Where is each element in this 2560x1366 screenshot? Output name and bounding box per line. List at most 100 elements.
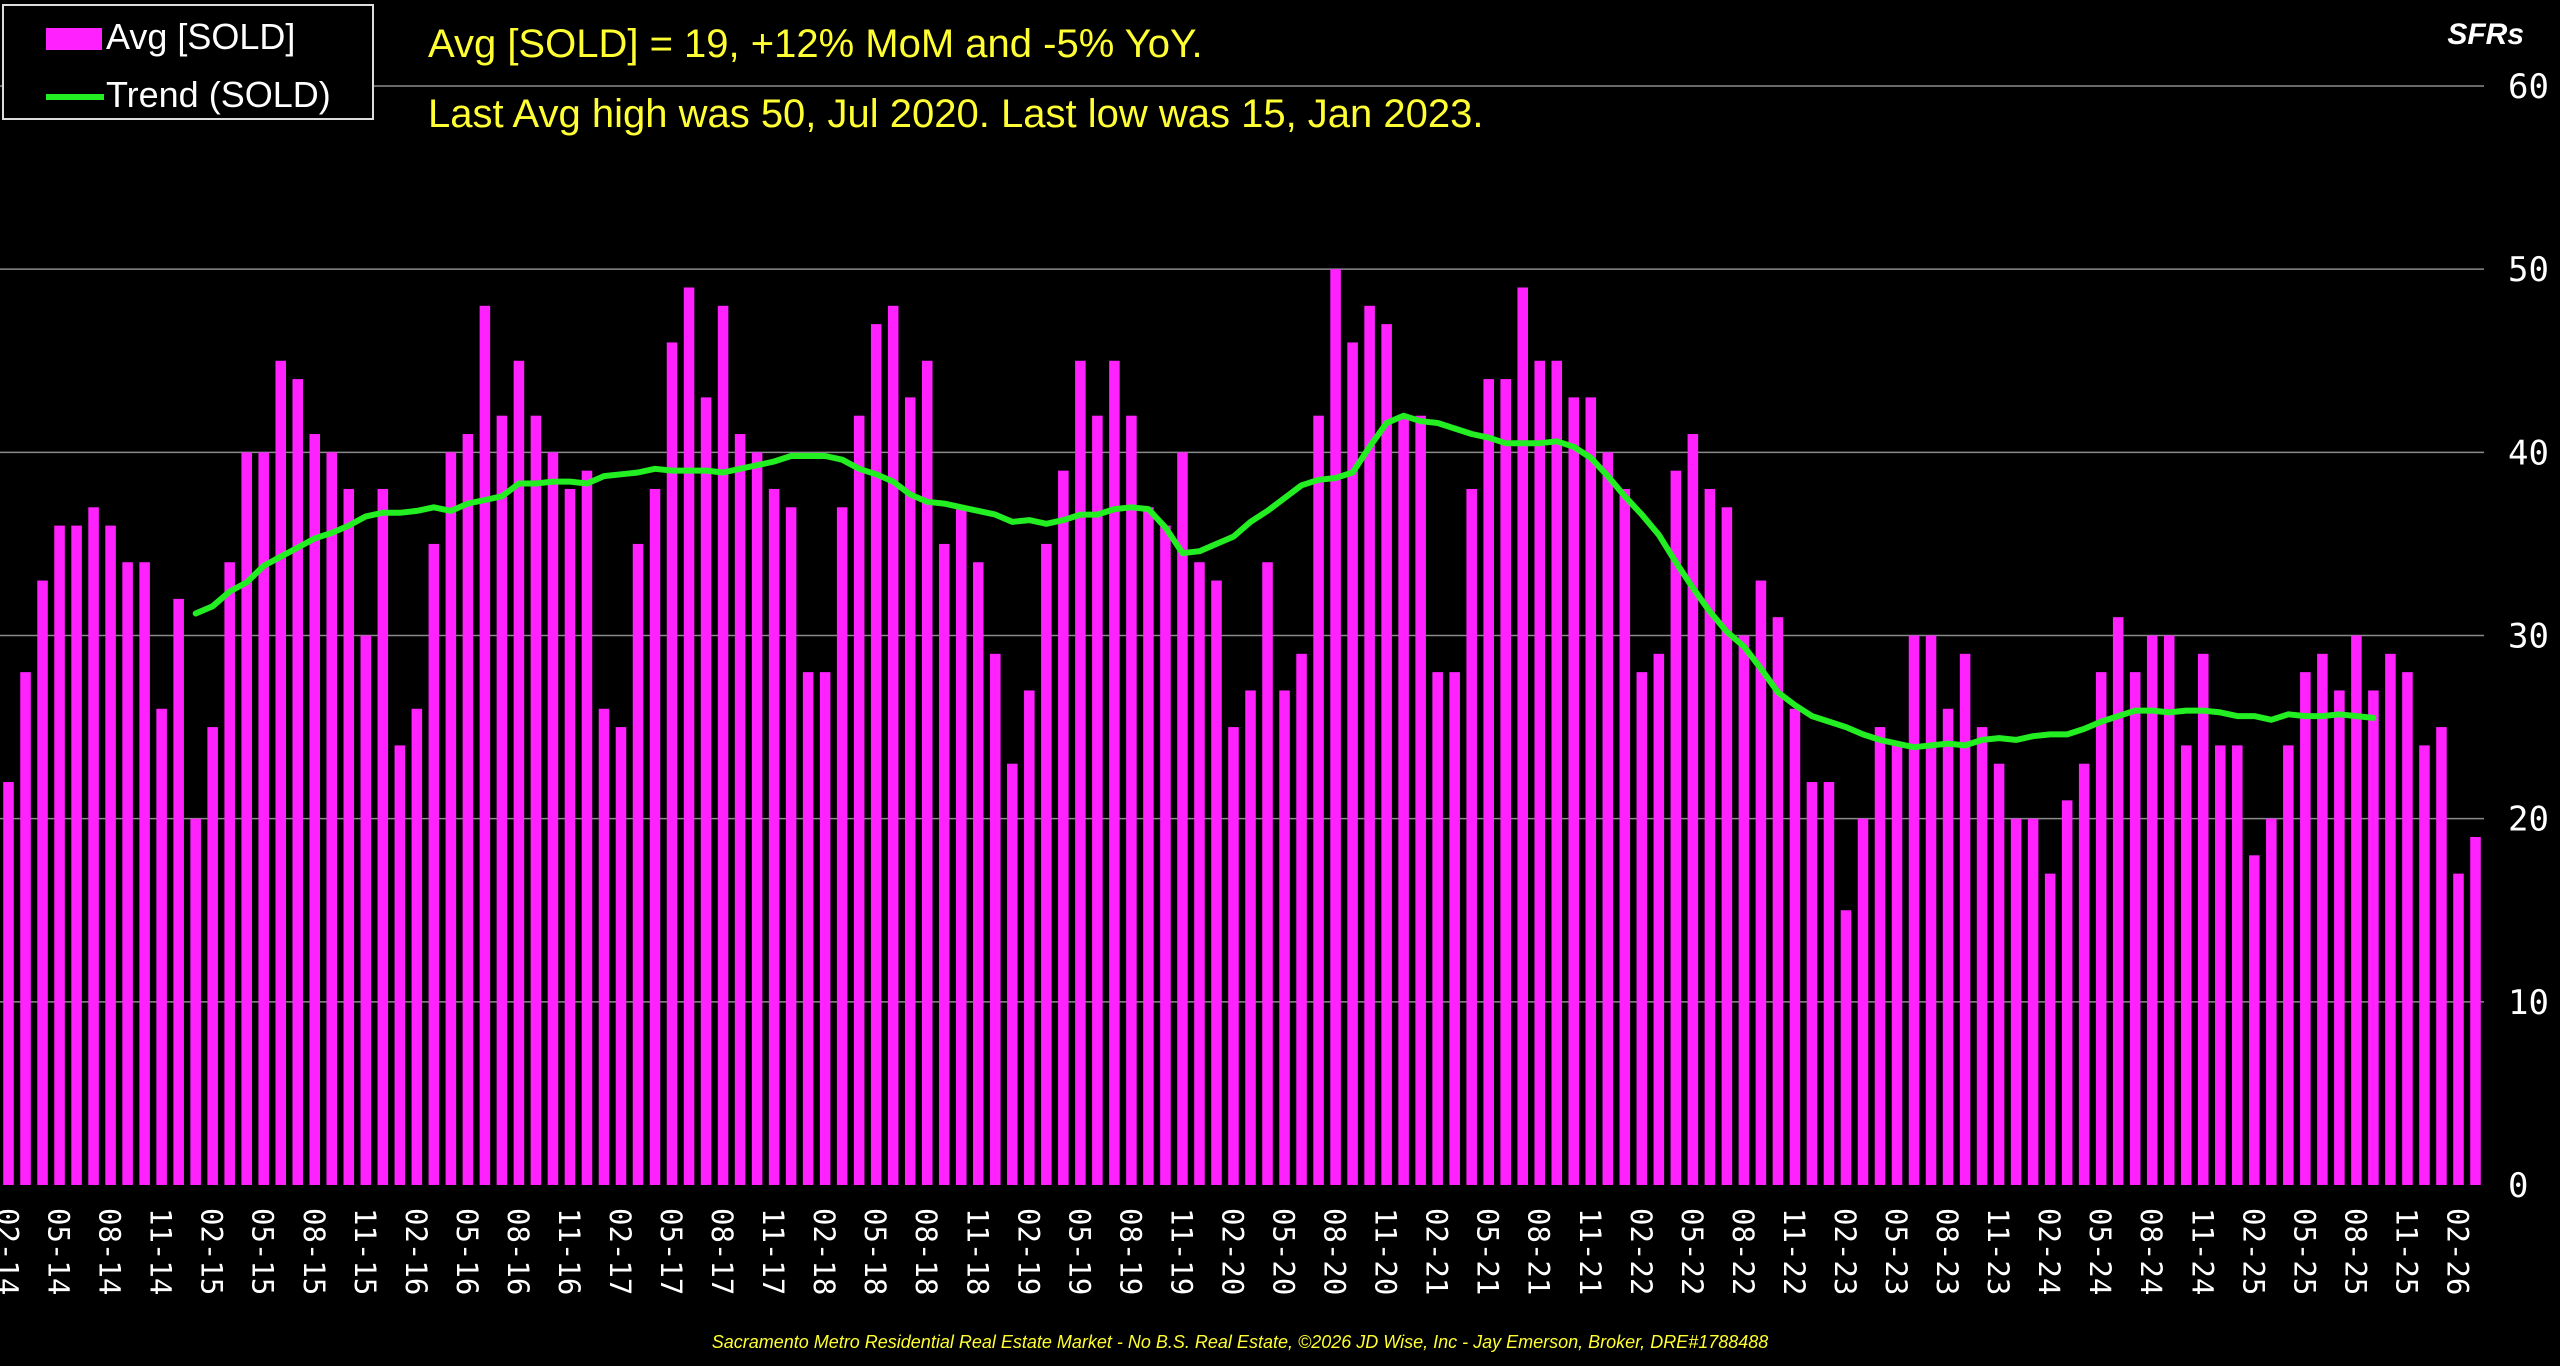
bar [1041,543,1052,1185]
bar [275,360,287,1185]
legend-swatch-line [46,94,104,100]
y-tick-label: 60 [2508,67,2549,107]
bar [700,397,712,1186]
bar [309,434,321,1185]
bar [2197,653,2209,1185]
trend-series [192,412,2377,751]
bar [20,672,31,1185]
bar [207,727,218,1185]
x-tick-label: 11-24 [2185,1208,2219,1295]
bar [819,672,831,1185]
bar [1449,672,1460,1185]
bar-series [3,269,2481,1186]
bar [1211,580,1222,1185]
bar [1381,324,1392,1185]
bar [1687,434,1699,1185]
bar [2078,763,2090,1185]
y-tick-label: 20 [2508,800,2549,840]
bar [190,818,201,1185]
x-tick-label: 05-25 [2287,1208,2321,1295]
bar [2112,617,2124,1185]
bar [1891,745,1903,1185]
bar [1143,507,1154,1185]
x-tick-label: 05-16 [450,1208,484,1295]
x-tick-label: 11-20 [1369,1208,1403,1295]
bar [1177,452,1188,1185]
bar [2300,672,2311,1185]
x-tick-label: 11-14 [144,1208,178,1295]
x-tick-label: 11-15 [348,1208,382,1295]
x-tick-label: 02-17 [603,1208,637,1295]
bar [1313,415,1324,1185]
bar [1789,708,1801,1185]
bar [2317,653,2328,1185]
bar [88,507,99,1185]
x-tick-label: 05-23 [1879,1208,1913,1295]
bar [1007,763,1018,1185]
y-tick-label: 0 [2508,1166,2528,1206]
bar [411,708,423,1185]
bar [666,342,678,1185]
bar [1925,635,1937,1185]
bar [2232,745,2243,1185]
bar [377,488,389,1185]
bar [1500,379,1511,1186]
bar [292,379,304,1186]
y-axis-ticks: 0 10 20 30 40 50 60 [2508,67,2549,1206]
x-tick-label: 05-21 [1471,1208,1505,1295]
bar [1823,782,1835,1185]
x-tick-label: 02-18 [807,1208,841,1295]
x-tick-label: 08-20 [1318,1208,1352,1295]
bar [139,562,150,1185]
bar [853,415,865,1185]
bar [360,635,372,1185]
bar [1636,672,1648,1185]
bar [1279,690,1290,1185]
bar [445,452,457,1185]
y-tick-label: 40 [2508,433,2549,473]
bar [802,672,814,1185]
bar [1483,379,1494,1186]
bar [1160,525,1171,1185]
bar [3,782,14,1185]
bar [990,653,1001,1185]
bar [598,708,610,1185]
x-tick-label: 11-19 [1164,1208,1198,1295]
corner-label: SFRs [2447,18,2524,51]
y-tick-label: 10 [2508,983,2549,1023]
gridlines [0,85,2484,1003]
bar [734,434,746,1185]
bar [1551,360,1563,1185]
legend: Avg [SOLD] Trend (SOLD) [2,4,374,120]
bar [904,397,916,1186]
bar [1534,360,1546,1185]
bar [768,488,780,1185]
x-tick-label: 08-19 [1113,1208,1147,1295]
bar [785,507,797,1185]
x-tick-label: 11-22 [1777,1208,1811,1295]
bar [530,415,542,1185]
bar [1857,818,1869,1185]
x-tick-label: 02-20 [1215,1208,1249,1295]
bar [1109,360,1120,1185]
bar [1721,507,1733,1185]
bar [1840,910,1852,1185]
bar [2061,800,2073,1185]
bar [2419,745,2430,1185]
x-tick-label: 02-26 [2440,1208,2474,1295]
bar [241,452,252,1185]
x-tick-label: 02-22 [1624,1208,1658,1295]
bar [2436,727,2447,1185]
x-tick-label: 08-25 [2338,1208,2372,1295]
bar [2010,818,2022,1185]
x-tick-label: 02-16 [399,1208,433,1295]
bar [1874,727,1886,1185]
bar [1296,653,1307,1185]
x-tick-label: 02-19 [1011,1208,1045,1295]
bar [615,727,627,1185]
bar [1993,763,2005,1185]
bar [1517,287,1529,1185]
x-tick-label: 11-25 [2389,1208,2423,1295]
x-tick-label: 11-21 [1573,1208,1607,1295]
x-tick-label: 11-17 [756,1208,790,1295]
